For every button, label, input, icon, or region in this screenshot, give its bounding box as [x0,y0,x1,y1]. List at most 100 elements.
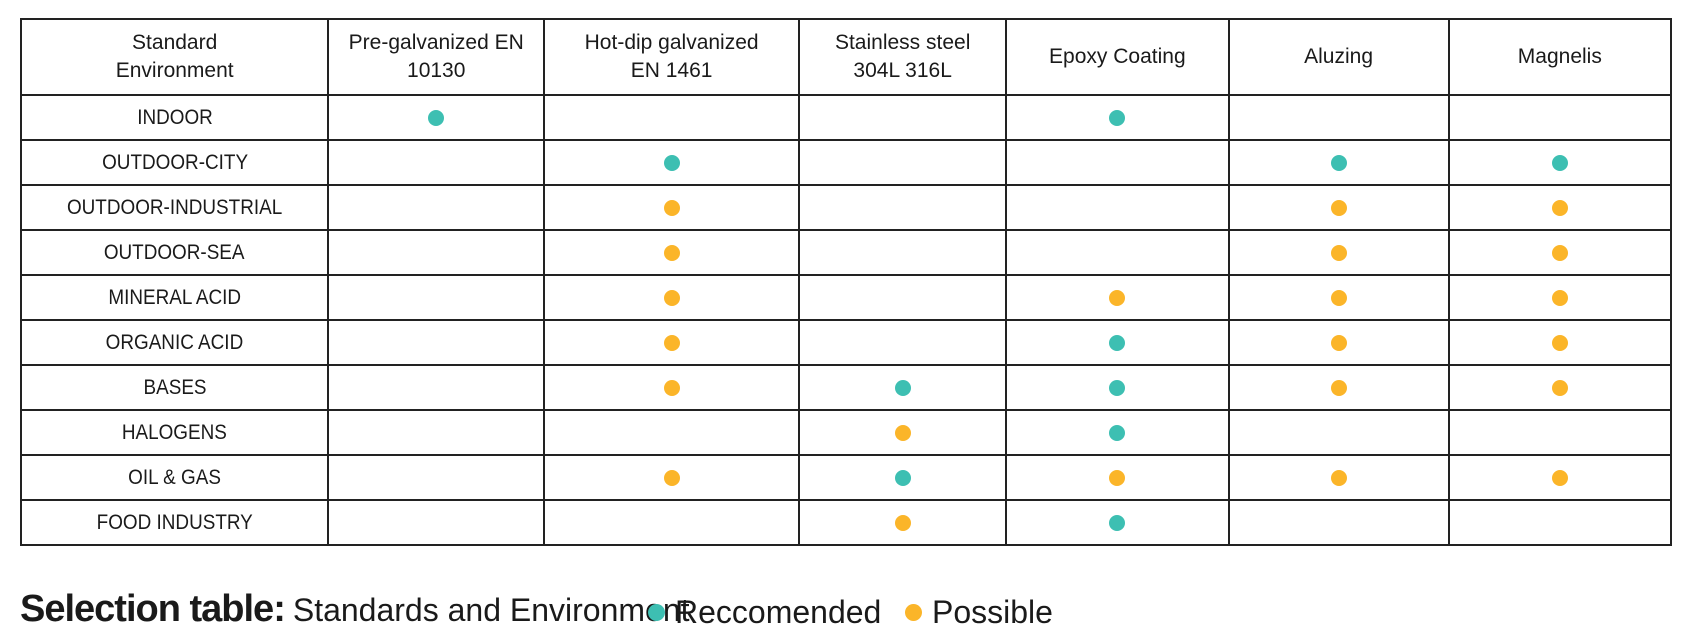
rating-cell [1447,409,1673,456]
legend-possible-label: Possible [932,594,1053,630]
recommended-dot-icon [1109,514,1126,531]
rating-cell [798,409,1008,456]
possible-dot-icon [663,244,680,261]
rating-cell [798,364,1008,411]
rating-cell [1447,499,1673,546]
environment-cell: BASES [19,364,330,411]
environment-label: OUTDOOR-SEA [104,240,246,264]
rating-cell [543,409,801,456]
rating-cell [327,409,546,456]
rating-cell [1447,139,1673,186]
rating-cell [1227,139,1450,186]
selection-table: Standard Environment Pre-galvanized EN 10… [19,18,1673,546]
rating-cell [1227,364,1450,411]
environment-cell: OUTDOOR-CITY [19,139,330,186]
rating-cell [543,184,801,231]
possible-dot-icon [663,379,680,396]
recommended-dot-icon [1551,154,1568,171]
rating-cell [1227,319,1450,366]
table-row: OUTDOOR-INDUSTRIAL [19,184,1673,231]
possible-dot-icon [905,604,922,621]
table-row: INDOOR [19,94,1673,141]
possible-dot-icon [1551,244,1568,261]
legend-recommended-label: Reccomended [675,594,882,630]
header-standard: Epoxy Coating [1005,18,1230,96]
table-row: OUTDOOR-CITY [19,139,1673,186]
recommended-dot-icon [1109,424,1126,441]
rating-cell [1005,229,1230,276]
rating-cell [1005,139,1230,186]
possible-dot-icon [1330,289,1347,306]
rating-cell [327,139,546,186]
rating-cell [543,229,801,276]
rating-cell [1227,94,1450,141]
rating-cell [327,229,546,276]
rating-cell [1447,454,1673,501]
possible-dot-icon [1330,199,1347,216]
possible-dot-icon [1551,289,1568,306]
rating-cell [543,499,801,546]
recommended-dot-icon [1109,379,1126,396]
environment-label: INDOOR [136,105,213,129]
legend-recommended: Reccomended [648,594,881,631]
rating-cell [543,454,801,501]
environment-cell: OIL & GAS [19,454,330,501]
rating-cell [798,499,1008,546]
rating-cell [798,319,1008,366]
possible-dot-icon [663,199,680,216]
rating-cell [1447,229,1673,276]
recommended-dot-icon [648,604,665,621]
rating-cell [798,94,1008,141]
recommended-dot-icon [1330,154,1347,171]
rating-cell [1227,229,1450,276]
possible-dot-icon [1551,334,1568,351]
environment-cell: HALOGENS [19,409,330,456]
rating-cell [1227,499,1450,546]
rating-cell [327,319,546,366]
rating-cell [327,184,546,231]
header-standard: Pre-galvanized EN 10130 [327,18,546,96]
environment-cell: MINERAL ACID [19,274,330,321]
table-row: BASES [19,364,1673,411]
rating-cell [1227,184,1450,231]
rating-cell [1227,274,1450,321]
possible-dot-icon [1330,334,1347,351]
table-body: INDOOR OUTDOOR-CITY OUTDOOR-INDUSTRIAL OUTD… [19,94,1673,546]
table-row: HALOGENS [19,409,1673,456]
possible-dot-icon [1109,289,1126,306]
rating-cell [1005,364,1230,411]
header-standard: Hot-dip galvanized EN 1461 [543,18,801,96]
rating-cell [798,184,1008,231]
environment-label: FOOD INDUSTRY [96,510,253,534]
rating-cell [327,499,546,546]
rating-cell [1447,184,1673,231]
table-row: MINERAL ACID [19,274,1673,321]
table-caption: Selection table: Standards and Environme… [20,588,690,636]
environment-cell: FOOD INDUSTRY [19,499,330,546]
header-standard: Magnelis [1447,18,1673,96]
environment-cell: OUTDOOR-INDUSTRIAL [19,184,330,231]
rating-cell [1447,319,1673,366]
rating-cell [1005,409,1230,456]
rating-cell [1447,274,1673,321]
rating-cell [1005,499,1230,546]
environment-cell: OUTDOOR-SEA [19,229,330,276]
rating-cell [1005,274,1230,321]
environment-label: BASES [143,375,207,399]
environment-label: ORGANIC ACID [105,330,244,354]
rating-cell [1005,319,1230,366]
possible-dot-icon [1330,244,1347,261]
rating-cell [543,94,801,141]
recommended-dot-icon [894,379,911,396]
possible-dot-icon [1330,379,1347,396]
rating-cell [1227,409,1450,456]
legend-possible: Possible [905,594,1053,631]
recommended-dot-icon [1109,109,1126,126]
rating-cell [1005,454,1230,501]
caption-title: Selection table: [20,588,286,630]
rating-cell [1005,94,1230,141]
possible-dot-icon [663,334,680,351]
rating-cell [1005,184,1230,231]
table-row: OUTDOOR-SEA [19,229,1673,276]
rating-cell [543,319,801,366]
